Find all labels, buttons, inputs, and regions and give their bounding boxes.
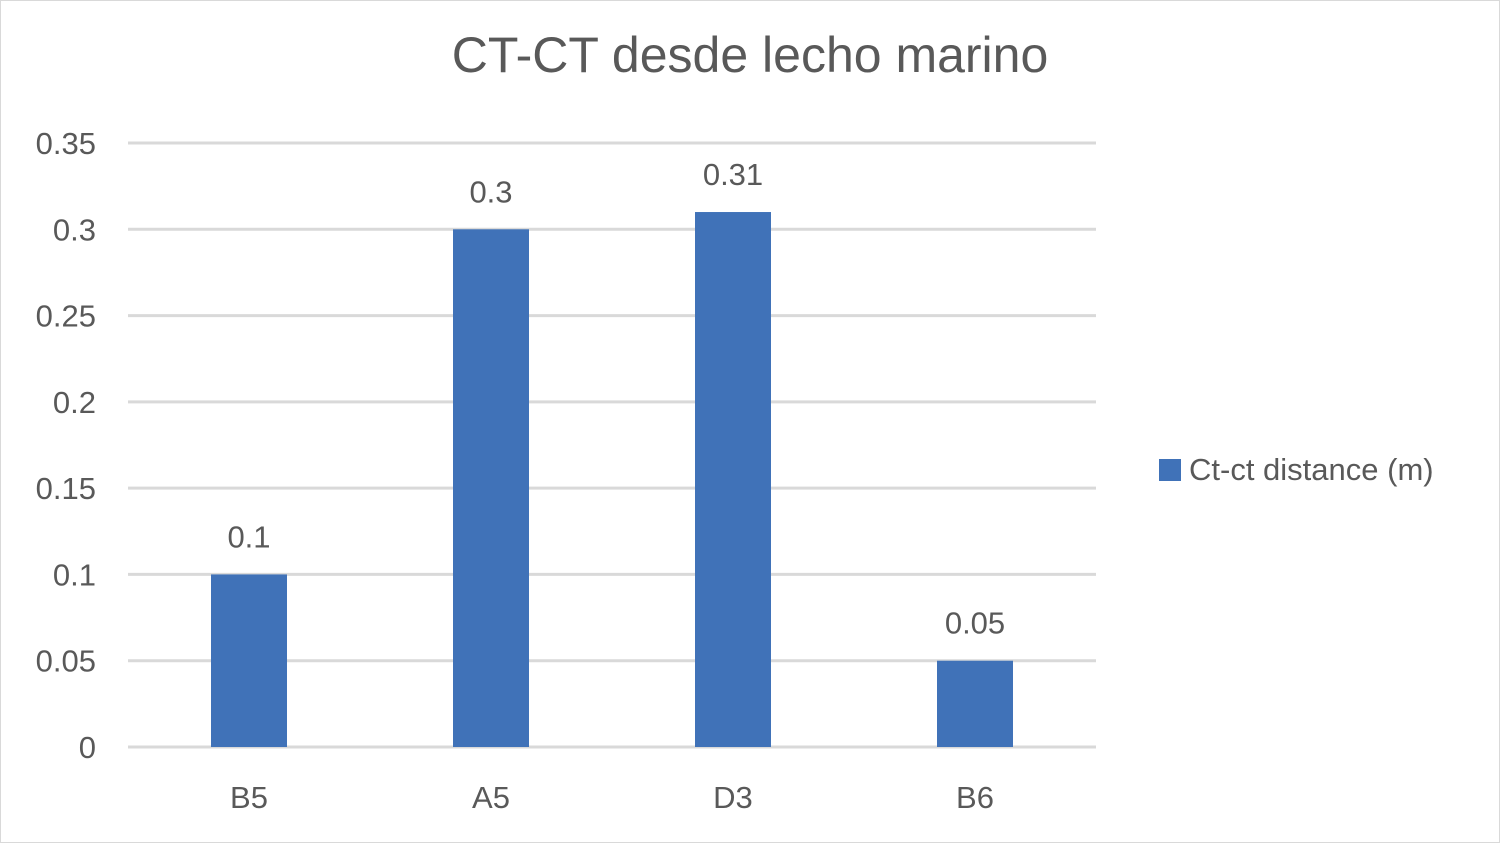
- y-tick-label: 0: [79, 730, 96, 765]
- data-labels: 0.1 0.3 0.31 0.05: [227, 157, 1005, 641]
- data-label: 0.1: [227, 519, 270, 554]
- y-tick-label: 0.1: [53, 557, 96, 592]
- x-tick-label: A5: [472, 780, 510, 815]
- x-tick-label: B6: [956, 780, 994, 815]
- y-tick-label: 0.3: [53, 212, 96, 247]
- chart-title: CT-CT desde lecho marino: [451, 27, 1049, 83]
- data-label: 0.31: [703, 157, 763, 192]
- y-tick-label: 0.35: [36, 126, 96, 161]
- y-tick-label: 0.15: [36, 471, 96, 506]
- y-tick-label: 0.25: [36, 299, 96, 334]
- bar-d3: [695, 212, 771, 747]
- x-tick-label: D3: [713, 780, 753, 815]
- data-label: 0.3: [469, 174, 512, 209]
- legend: Ct-ct distance (m): [1159, 452, 1434, 488]
- legend-label: Ct-ct distance (m): [1189, 452, 1434, 487]
- x-axis-tick-labels: B5 A5 D3 B6: [230, 780, 994, 815]
- y-tick-label: 0.2: [53, 385, 96, 420]
- bar-a5: [453, 229, 529, 748]
- legend-swatch: [1159, 459, 1181, 481]
- gridlines: [128, 141, 1096, 749]
- y-tick-label: 0.05: [36, 644, 96, 679]
- bar-b6: [937, 660, 1013, 747]
- data-label: 0.05: [945, 606, 1005, 641]
- x-tick-label: B5: [230, 780, 268, 815]
- y-axis-tick-labels: 0 0.05 0.1 0.15 0.2 0.25 0.3 0.35: [36, 126, 96, 765]
- bars: [211, 212, 1013, 748]
- bar-b5: [211, 574, 287, 747]
